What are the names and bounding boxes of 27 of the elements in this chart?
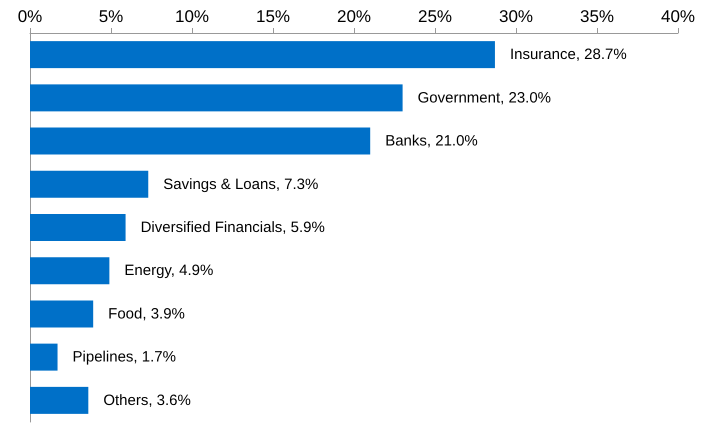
data-label: Energy, 4.9% (124, 262, 214, 280)
x-tick-label: 25% (418, 7, 452, 26)
x-tick-label: 0% (18, 7, 42, 26)
bar (30, 300, 94, 328)
x-tick-label: 30% (498, 7, 534, 26)
bar (30, 214, 126, 241)
bar (30, 84, 403, 112)
bar (30, 257, 110, 284)
data-label: Pipelines, 1.7% (72, 348, 176, 366)
x-tick-label: 40% (660, 7, 696, 26)
bar (30, 344, 58, 371)
data-label: Diversified Financials, 5.9% (140, 219, 325, 236)
x-tick-label: 15% (256, 7, 290, 26)
bar (30, 386, 88, 414)
x-tick-label: 10% (174, 7, 210, 26)
bar (30, 41, 495, 68)
data-label: Insurance, 28.7% (510, 46, 627, 64)
data-label: Banks, 21.0% (385, 132, 478, 150)
x-tick-label: 35% (580, 7, 614, 26)
x-tick-label: 5% (98, 7, 124, 26)
data-label: Others, 3.6% (103, 392, 191, 409)
x-tick-label: 20% (336, 7, 372, 26)
bar (30, 170, 148, 198)
data-label: Food, 3.9% (108, 305, 185, 322)
data-label: Government, 23.0% (418, 89, 552, 106)
data-label: Savings & Loans, 7.3% (163, 176, 318, 193)
bar (30, 128, 370, 155)
